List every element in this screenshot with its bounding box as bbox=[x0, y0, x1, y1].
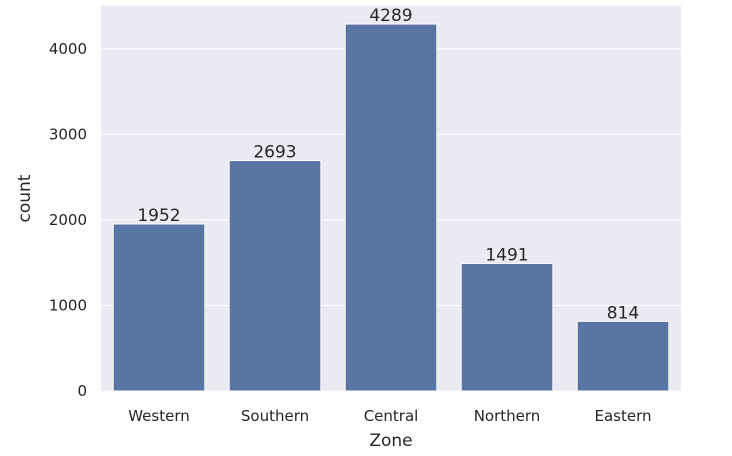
x-tick-label: Eastern bbox=[594, 407, 651, 425]
data-label: 1952 bbox=[137, 206, 180, 226]
x-tick-label: Southern bbox=[241, 407, 309, 425]
x-tick-label: Western bbox=[128, 407, 190, 425]
bar-western bbox=[112, 223, 206, 392]
bar-southern bbox=[228, 160, 322, 392]
data-label: 4289 bbox=[369, 6, 412, 26]
y-tick-label: 0 bbox=[77, 382, 87, 400]
data-label: 814 bbox=[607, 303, 639, 323]
data-label: 2693 bbox=[253, 143, 296, 163]
y-tick-label: 4000 bbox=[49, 40, 87, 58]
bar-eastern bbox=[576, 320, 670, 392]
y-tick-label: 3000 bbox=[49, 125, 87, 143]
x-tick-label: Northern bbox=[474, 407, 541, 425]
data-label: 1491 bbox=[485, 245, 528, 265]
bar-central bbox=[344, 23, 438, 392]
x-axis-ticks: Western Southern Central Northern Eastern bbox=[128, 407, 651, 425]
bar-northern bbox=[460, 262, 554, 392]
bars bbox=[112, 23, 670, 392]
x-tick-label: Central bbox=[364, 407, 419, 425]
data-labels: 1952 2693 4289 1491 814 bbox=[137, 6, 639, 323]
y-axis-ticks: 0 1000 2000 3000 4000 bbox=[49, 40, 87, 400]
y-axis-label: count bbox=[15, 174, 35, 222]
y-tick-label: 2000 bbox=[49, 211, 87, 229]
x-axis-label: Zone bbox=[369, 431, 412, 451]
y-tick-label: 1000 bbox=[49, 296, 87, 314]
